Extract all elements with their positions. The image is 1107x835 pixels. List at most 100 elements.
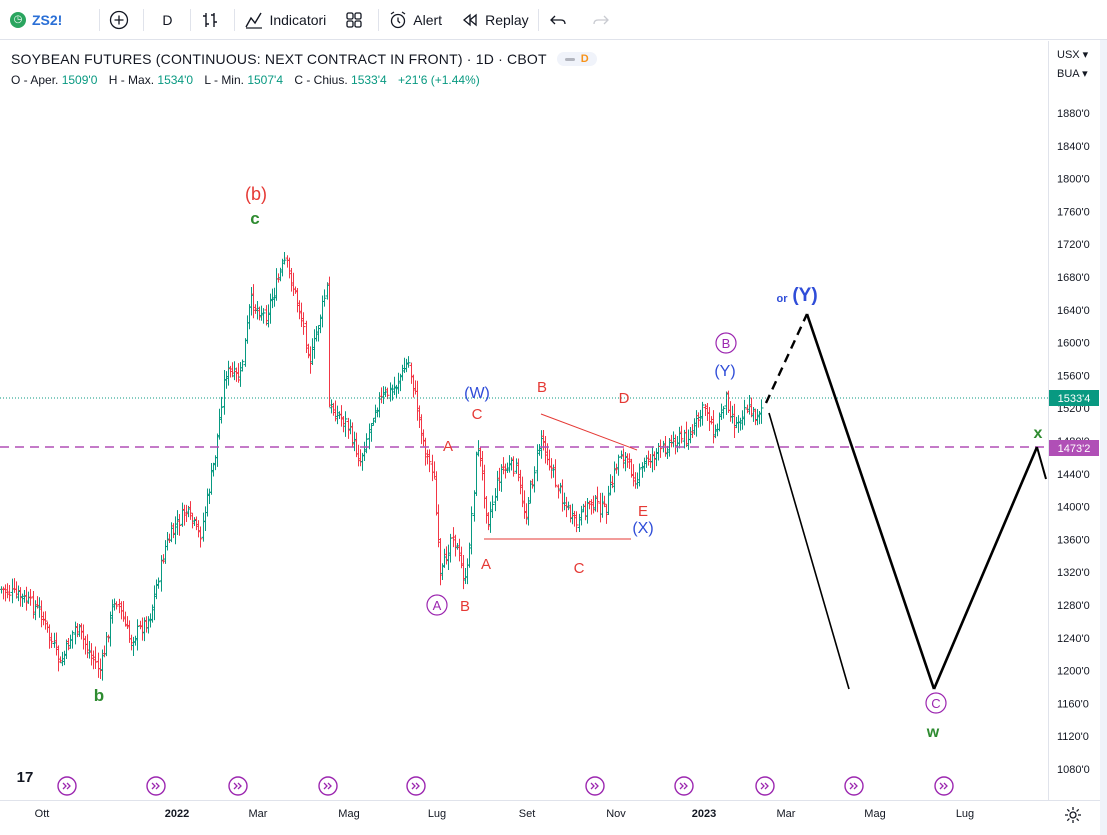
symbol-search-button[interactable]: ◷ ZS2! [0, 0, 71, 40]
ohlc-bar [413, 380, 418, 395]
chart-legend: SOYBEAN FUTURES (CONTINUOUS: NEXT CONTRA… [11, 51, 597, 67]
ohlc-bar [627, 453, 632, 470]
ohlc-bar [3, 584, 8, 602]
event-marker-icon[interactable] [406, 776, 426, 796]
price-tick-label: 1200'0 [1057, 666, 1090, 678]
last-price-tag-text: 1533'4 [1058, 393, 1091, 405]
replay-button[interactable]: Replay [451, 0, 538, 40]
ohlc-bar [474, 451, 479, 496]
alert-button[interactable]: Alert [379, 0, 451, 40]
ohlc-bar [299, 302, 304, 328]
event-markers[interactable] [57, 776, 954, 796]
ohlc-bar [346, 417, 351, 439]
ohlc-bar [581, 503, 586, 513]
ohlc-bar [461, 555, 466, 590]
triangle-pattern[interactable] [484, 413, 638, 540]
tradingview-logo[interactable]: 17 [10, 764, 40, 790]
ohlc-bar [226, 360, 231, 386]
ohlc-bar [192, 517, 197, 527]
ohlc-bar [392, 376, 397, 395]
ohlc-bar [96, 652, 101, 678]
ohlc-bar [658, 439, 663, 458]
ohlc-bar [409, 362, 414, 384]
ohlc-bar [188, 501, 193, 520]
ohlc-bar [108, 611, 113, 647]
ohlc-bar [209, 462, 214, 495]
price-tick-label: 1520'0 [1057, 403, 1090, 415]
price-bars [0, 251, 764, 681]
market-status-badge[interactable]: D [556, 52, 597, 66]
event-marker-icon[interactable] [934, 776, 954, 796]
event-marker-icon[interactable] [318, 776, 338, 796]
event-marker-icon[interactable] [755, 776, 775, 796]
ohlc-bar [549, 458, 554, 479]
event-marker-icon[interactable] [57, 776, 77, 796]
ohlc-bar [419, 414, 424, 445]
ohlc-bar [24, 586, 29, 611]
ohlc-bar [171, 523, 176, 539]
wave-label-b-circle: B [722, 336, 731, 351]
indicators-button[interactable]: Indicatori [235, 0, 335, 40]
ohlc-bar [64, 639, 69, 660]
ohlc-bar [734, 416, 739, 429]
ohlc-bar [112, 598, 117, 611]
event-marker-icon[interactable] [228, 776, 248, 796]
ohlc-bar [85, 634, 90, 659]
ohlc-bar [381, 386, 386, 404]
projection-lines[interactable] [764, 313, 1047, 690]
interval-label: D [162, 11, 173, 28]
price-chart[interactable]: (b) c b (W) C A A B A B C D E (X) (Y) B … [0, 41, 1048, 800]
ohlc-bar [291, 272, 296, 296]
ohlc-bar [232, 361, 237, 381]
event-marker-icon[interactable] [585, 776, 605, 796]
interval-button[interactable]: D [144, 0, 190, 40]
ohlc-bar [373, 404, 378, 423]
layouts-button[interactable] [335, 0, 378, 40]
unit-selector[interactable]: BUA ▾ [1057, 68, 1088, 80]
low-value: 1507'4 [247, 73, 283, 87]
price-tick-label: 1280'0 [1057, 600, 1090, 612]
ohlc-bar [222, 369, 227, 415]
ohlc-bar [556, 484, 561, 499]
ohlc-bar [75, 623, 80, 638]
ohlc-bar [358, 449, 363, 467]
ohlc-bar [325, 282, 330, 300]
ohlc-bar [343, 411, 348, 437]
ohlc-bar [589, 499, 594, 515]
chart-type-button[interactable] [191, 0, 234, 40]
price-tick-label: 1080'0 [1057, 764, 1090, 776]
grid-layout-icon [344, 10, 364, 30]
undo-button[interactable] [539, 0, 582, 40]
ohlc-bar [184, 504, 189, 523]
toolbar-divider [537, 8, 539, 31]
ohlc-bar [234, 367, 239, 382]
ohlc-bar [93, 646, 98, 670]
compare-symbol-button[interactable] [100, 0, 143, 40]
event-marker-icon[interactable] [844, 776, 864, 796]
circle-b-marker [715, 332, 737, 354]
ohlc-bar [270, 288, 275, 309]
redo-button[interactable] [582, 0, 625, 40]
price-scale[interactable]: USX ▾ BUA ▾ 1880'0 1840'0 1800'0 1760'0 1720… [1048, 41, 1100, 800]
ohlc-bar [280, 258, 285, 277]
chart-settings-button[interactable] [1063, 805, 1083, 825]
ohlc-bar [396, 372, 401, 394]
ohlc-bar [640, 462, 645, 478]
currency-selector[interactable]: USX ▾ [1057, 49, 1089, 61]
ohlc-bar [711, 410, 716, 444]
ohlc-bar [612, 461, 617, 493]
ohlc-bar [198, 526, 203, 548]
ohlc-bar [5, 583, 10, 599]
ohlc-bar [463, 568, 468, 584]
symbol-logo-icon: ◷ [10, 11, 26, 28]
event-marker-icon[interactable] [674, 776, 694, 796]
ohlc-bar [625, 453, 630, 468]
ohlc-bar [444, 546, 449, 565]
time-axis[interactable]: Ott 2022 Mar Mag Lug Set Nov 2023 Mar Mag Lug [0, 800, 1100, 835]
ohlc-bar [62, 650, 67, 666]
event-marker-icon[interactable] [146, 776, 166, 796]
ohlc-bar [709, 416, 714, 425]
ohlc-bar [182, 504, 187, 526]
ohlc-bar [327, 276, 332, 408]
price-tick-label: 1800'0 [1057, 174, 1090, 186]
